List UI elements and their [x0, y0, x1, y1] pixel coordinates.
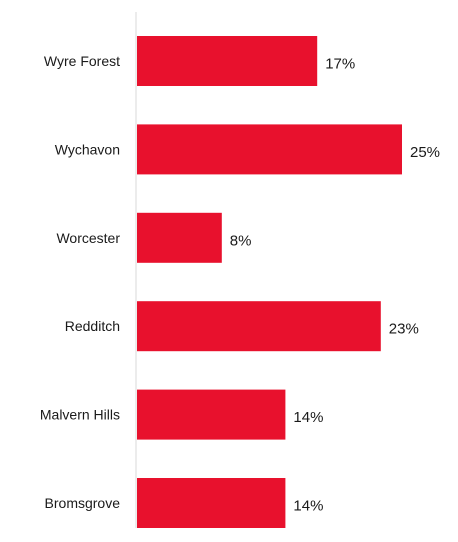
category-label: Wychavon — [55, 141, 120, 157]
bar-bromsgrove — [137, 478, 286, 528]
value-label: 14% — [293, 409, 323, 426]
value-label: 8% — [230, 232, 252, 249]
bars-group: Wyre Forest 17% Wychavon 25% Worcester 8% Redd… — [40, 36, 440, 528]
value-label: 25% — [410, 144, 440, 161]
value-label: 17% — [325, 56, 355, 73]
category-label: Malvern Hills — [40, 407, 120, 423]
value-label: 14% — [293, 498, 323, 515]
bar-wyre-forest — [137, 36, 318, 86]
category-label: Worcester — [56, 230, 120, 246]
bar-worcester — [137, 212, 222, 263]
category-label: Redditch — [65, 318, 120, 334]
bar-wychavon — [137, 124, 402, 175]
category-label: Wyre Forest — [44, 53, 120, 69]
value-label: 23% — [389, 321, 419, 338]
bar-redditch — [137, 301, 381, 352]
bar-malvern-hills — [137, 389, 286, 440]
category-label: Bromsgrove — [45, 495, 121, 511]
